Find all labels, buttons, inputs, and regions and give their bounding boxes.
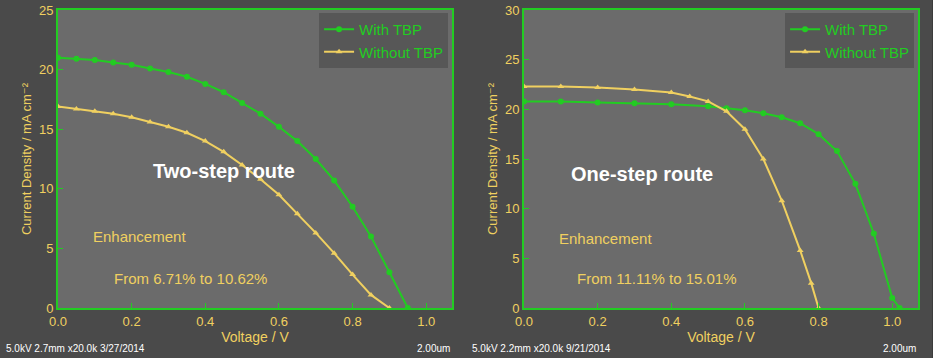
- svg-text:0: 0: [46, 301, 53, 316]
- svg-text:Voltage / V: Voltage / V: [221, 329, 289, 345]
- svg-text:Current Density / mA cm⁻²: Current Density / mA cm⁻²: [485, 82, 500, 235]
- svg-text:0.6: 0.6: [736, 314, 754, 329]
- svg-text:Current Density / mA cm⁻²: Current Density / mA cm⁻²: [19, 82, 34, 235]
- svg-text:10: 10: [39, 181, 53, 196]
- svg-text:10: 10: [505, 201, 519, 216]
- svg-text:30: 30: [505, 3, 519, 18]
- svg-text:15: 15: [505, 152, 519, 167]
- svg-text:0.6: 0.6: [270, 314, 288, 329]
- svg-text:Enhancement: Enhancement: [559, 230, 652, 247]
- svg-text:One-step route: One-step route: [571, 163, 713, 185]
- svg-text:15: 15: [39, 122, 53, 137]
- svg-text:5.0kV 2.2mm x20.0k 9/21/2014: 5.0kV 2.2mm x20.0k 9/21/2014: [472, 343, 611, 354]
- svg-text:25: 25: [505, 52, 519, 67]
- svg-text:0.8: 0.8: [344, 314, 362, 329]
- svg-text:0.4: 0.4: [662, 314, 680, 329]
- svg-text:0.2: 0.2: [123, 314, 141, 329]
- svg-text:2.00um: 2.00um: [883, 343, 916, 354]
- svg-text:5.0kV 2.7mm x20.0k 3/27/2014: 5.0kV 2.7mm x20.0k 3/27/2014: [6, 343, 145, 354]
- svg-text:25: 25: [39, 3, 53, 18]
- svg-text:Two-step route: Two-step route: [153, 160, 295, 182]
- svg-text:Enhancement: Enhancement: [93, 228, 186, 245]
- svg-text:0.0: 0.0: [49, 314, 67, 329]
- svg-text:5: 5: [46, 241, 53, 256]
- svg-text:20: 20: [39, 62, 53, 77]
- svg-text:1.0: 1.0: [417, 314, 435, 329]
- svg-text:With TBP: With TBP: [825, 21, 888, 38]
- svg-text:0: 0: [512, 301, 519, 316]
- svg-text:2.00um: 2.00um: [417, 343, 450, 354]
- svg-text:0.0: 0.0: [515, 314, 533, 329]
- svg-text:Without TBP: Without TBP: [825, 44, 909, 61]
- svg-text:0.4: 0.4: [196, 314, 214, 329]
- svg-text:0.2: 0.2: [589, 314, 607, 329]
- svg-text:With TBP: With TBP: [359, 21, 422, 38]
- svg-text:From 11.11% to 15.01%: From 11.11% to 15.01%: [577, 270, 737, 287]
- svg-text:1.0: 1.0: [883, 314, 901, 329]
- svg-text:Without TBP: Without TBP: [359, 44, 443, 61]
- svg-text:Voltage / V: Voltage / V: [687, 329, 755, 345]
- svg-text:5: 5: [512, 251, 519, 266]
- svg-text:20: 20: [505, 102, 519, 117]
- svg-text:0.8: 0.8: [810, 314, 828, 329]
- svg-text:From 6.71% to 10.62%: From 6.71% to 10.62%: [114, 270, 267, 287]
